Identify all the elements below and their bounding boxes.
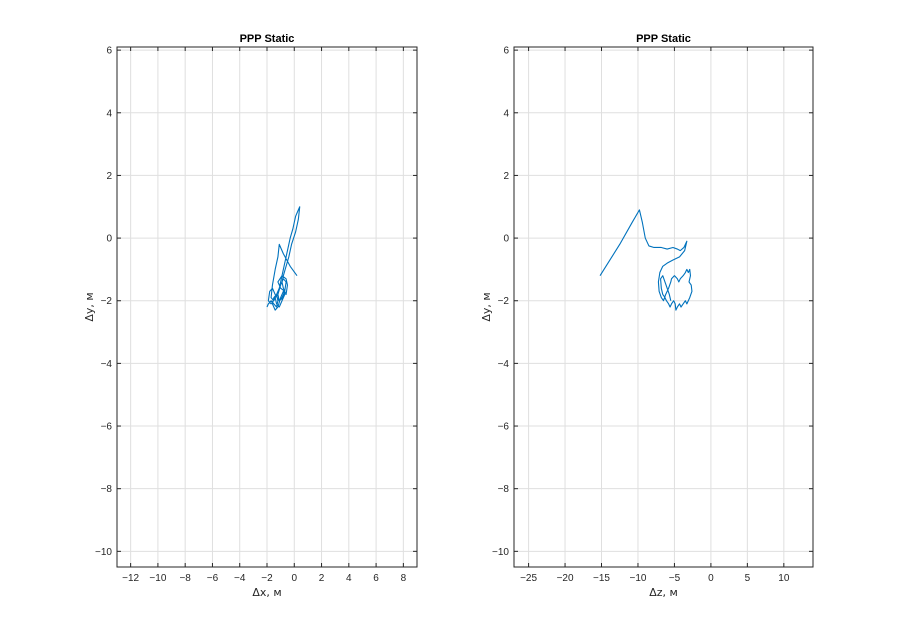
left-x-tick-label: −8: [179, 573, 191, 584]
left-x-tick-label: 6: [373, 573, 379, 584]
right-y-tick-label: −2: [498, 296, 510, 307]
right-y-tick-label: −10: [492, 547, 509, 558]
right-y-tick-label: 4: [503, 108, 509, 119]
right-x-tick-label: 0: [708, 573, 714, 584]
left-x-tick-label: 8: [401, 573, 407, 584]
left-x-tick-label: −10: [149, 573, 166, 584]
right-y-tick-label: −8: [498, 484, 510, 495]
right-x-tick-label: 5: [745, 573, 751, 584]
right-chart-title: PPP Static: [636, 33, 691, 45]
left-y-tick-label: −6: [101, 422, 113, 433]
right-y-tick-label: 2: [503, 171, 509, 182]
right-y-axis-label: Δy, м: [480, 292, 493, 321]
left-x-tick-label: 4: [346, 573, 352, 584]
left-y-tick-label: −8: [101, 484, 113, 495]
left-x-tick-label: −2: [261, 573, 273, 584]
left-chart-title: PPP Static: [240, 33, 295, 45]
right-y-tick-label: −4: [498, 359, 510, 370]
right-x-tick-label: −5: [669, 573, 681, 584]
right-y-tick-label: −6: [498, 422, 510, 433]
left-y-axis-label: Δy, м: [83, 292, 96, 321]
right-axes: PPP Static Δz, м Δy, м −25 −20 −15 −10 −5 0 5 1…: [480, 33, 814, 599]
right-axes-frame: [513, 46, 814, 568]
left-y-tick-label: −4: [101, 359, 113, 370]
left-series-line-0: [266, 206, 301, 311]
left-y-tick-label: 2: [106, 171, 112, 182]
left-x-tick-label: 0: [291, 573, 297, 584]
left-x-tick-label: 2: [319, 573, 325, 584]
right-grid: [514, 47, 813, 567]
left-x-tick-label: −12: [122, 573, 139, 584]
left-x-tick-label: −4: [234, 573, 246, 584]
right-x-tick-label: −20: [557, 573, 574, 584]
right-x-tick-label: 10: [778, 573, 790, 584]
right-x-tick-label: −10: [629, 573, 646, 584]
right-y-tick-label: 0: [503, 234, 509, 245]
left-y-tick-label: 4: [106, 108, 112, 119]
left-y-tick-label: −2: [101, 296, 113, 307]
left-x-tick-label: −6: [207, 573, 219, 584]
right-x-tick-label: −25: [520, 573, 537, 584]
right-series-line-0: [599, 209, 693, 311]
left-x-axis-label: Δx, м: [252, 586, 281, 599]
left-y-tick-label: 6: [106, 46, 112, 57]
left-y-tick-label: 0: [106, 234, 112, 245]
right-x-axis-label: Δz, м: [649, 586, 678, 599]
right-y-tick-label: 6: [503, 46, 509, 57]
right-x-tick-label: −15: [593, 573, 610, 584]
left-axes: PPP Static Δx, м Δy, м −12 −10 −8 −6 −4 −2 0 2 4…: [83, 33, 418, 599]
left-y-tick-label: −10: [95, 547, 112, 558]
